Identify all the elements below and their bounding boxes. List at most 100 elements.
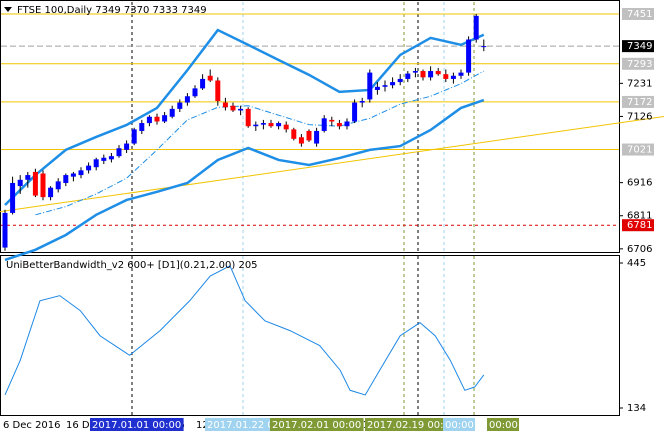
candle-body <box>336 123 342 127</box>
candle-body <box>207 75 213 81</box>
candle-body <box>382 85 388 87</box>
plot-layer <box>0 2 664 415</box>
candle-body <box>25 175 31 180</box>
candle-body <box>253 124 259 127</box>
main-pane <box>0 0 620 253</box>
candle-body <box>101 157 107 161</box>
level-label: 7293 <box>627 59 652 70</box>
level-label: 7451 <box>627 9 652 20</box>
candle-body <box>352 102 358 122</box>
candle-body <box>238 108 244 111</box>
y-tick-label: 445 <box>627 258 646 269</box>
candle-body <box>443 74 449 79</box>
candle-body <box>245 108 251 127</box>
candle-body <box>450 75 456 79</box>
x-tick-label: 12 <box>196 420 209 431</box>
candle-body <box>48 187 54 198</box>
candle-body <box>10 182 16 213</box>
indicator-line <box>4 265 485 396</box>
candle-body <box>124 143 130 150</box>
y-tick-label: 6916 <box>627 178 652 189</box>
upper-band <box>4 28 485 206</box>
marker-label: 00:00 <box>489 420 518 431</box>
candle-body <box>321 118 327 131</box>
price-box <box>622 40 654 53</box>
marker-box <box>487 418 519 431</box>
level-box <box>622 143 654 156</box>
candle-body <box>17 179 23 187</box>
level-label: 6781 <box>627 220 652 231</box>
level-box <box>622 7 654 20</box>
candle-body <box>367 72 373 100</box>
candle-body <box>177 102 183 109</box>
candle-body <box>473 15 479 40</box>
y-tick-label: 6706 <box>627 244 652 255</box>
lower-band <box>4 98 485 262</box>
marker-label: 2017.02.19 00:00 <box>367 420 456 431</box>
chart-title: FTSE 100,Daily 7349 7370 7333 7349 <box>17 5 207 16</box>
marker-box <box>365 418 459 431</box>
candle-body <box>359 100 365 103</box>
candle-body <box>215 80 221 101</box>
level-box <box>622 57 654 70</box>
y-tick-label: 134 <box>627 403 646 414</box>
candle-body <box>139 123 145 131</box>
level-label: 7021 <box>627 145 652 156</box>
candle-body <box>291 129 297 139</box>
candle-body <box>435 71 441 75</box>
candle-body <box>230 105 236 111</box>
candle-body <box>2 212 8 248</box>
candle-body <box>397 78 403 83</box>
candle-body <box>116 148 122 157</box>
candle-body <box>481 46 487 48</box>
level-box <box>622 219 654 232</box>
candle-body <box>390 82 396 86</box>
candle-body <box>40 173 46 198</box>
level-box <box>622 95 654 108</box>
candle-body <box>154 116 160 122</box>
menu-icon <box>4 7 12 12</box>
candle-body <box>192 88 198 97</box>
marker-label: 2017.01.01 00:00 <box>92 420 181 431</box>
candle-body <box>314 130 320 144</box>
candle-body <box>169 108 175 117</box>
y-tick-label: 7231 <box>627 78 652 89</box>
candle-body <box>466 39 472 73</box>
candle-body <box>108 156 114 160</box>
marker-label: 2017.01.22 00:00 <box>207 420 296 431</box>
marker-box <box>270 418 364 431</box>
level-label: 7172 <box>627 97 652 108</box>
candle-body <box>374 86 380 90</box>
marker-box <box>90 418 184 431</box>
trendline <box>0 115 664 213</box>
candle-body <box>405 73 411 79</box>
candle-body <box>55 181 61 190</box>
marker-label: 2017.02.01 00:00 <box>272 420 361 431</box>
candle-body <box>329 119 335 122</box>
indicator-pane <box>0 255 620 416</box>
candle-body <box>86 165 92 171</box>
candle-body <box>283 124 289 130</box>
candle-body <box>222 102 228 108</box>
y-tick-label: 6811 <box>627 211 652 222</box>
candle-body <box>162 115 168 122</box>
candle-body <box>276 123 282 127</box>
candle-body <box>70 173 76 177</box>
middle-band <box>35 70 485 216</box>
marker-box <box>443 418 475 431</box>
x-tick-label: 16 De <box>66 420 96 431</box>
marker-label: 00:00 <box>445 420 474 431</box>
candle-body <box>298 137 304 144</box>
candle-body <box>428 71 434 78</box>
candle-body <box>458 72 464 76</box>
candle-body <box>78 170 84 176</box>
candle-body <box>63 175 69 183</box>
candle-body <box>32 171 38 196</box>
y-tick-label: 7126 <box>627 111 652 122</box>
x-tick-label: 6 Dec 2016 <box>3 420 61 431</box>
candle-body <box>412 71 418 73</box>
candle-body <box>131 129 137 144</box>
candle-body <box>306 130 312 141</box>
